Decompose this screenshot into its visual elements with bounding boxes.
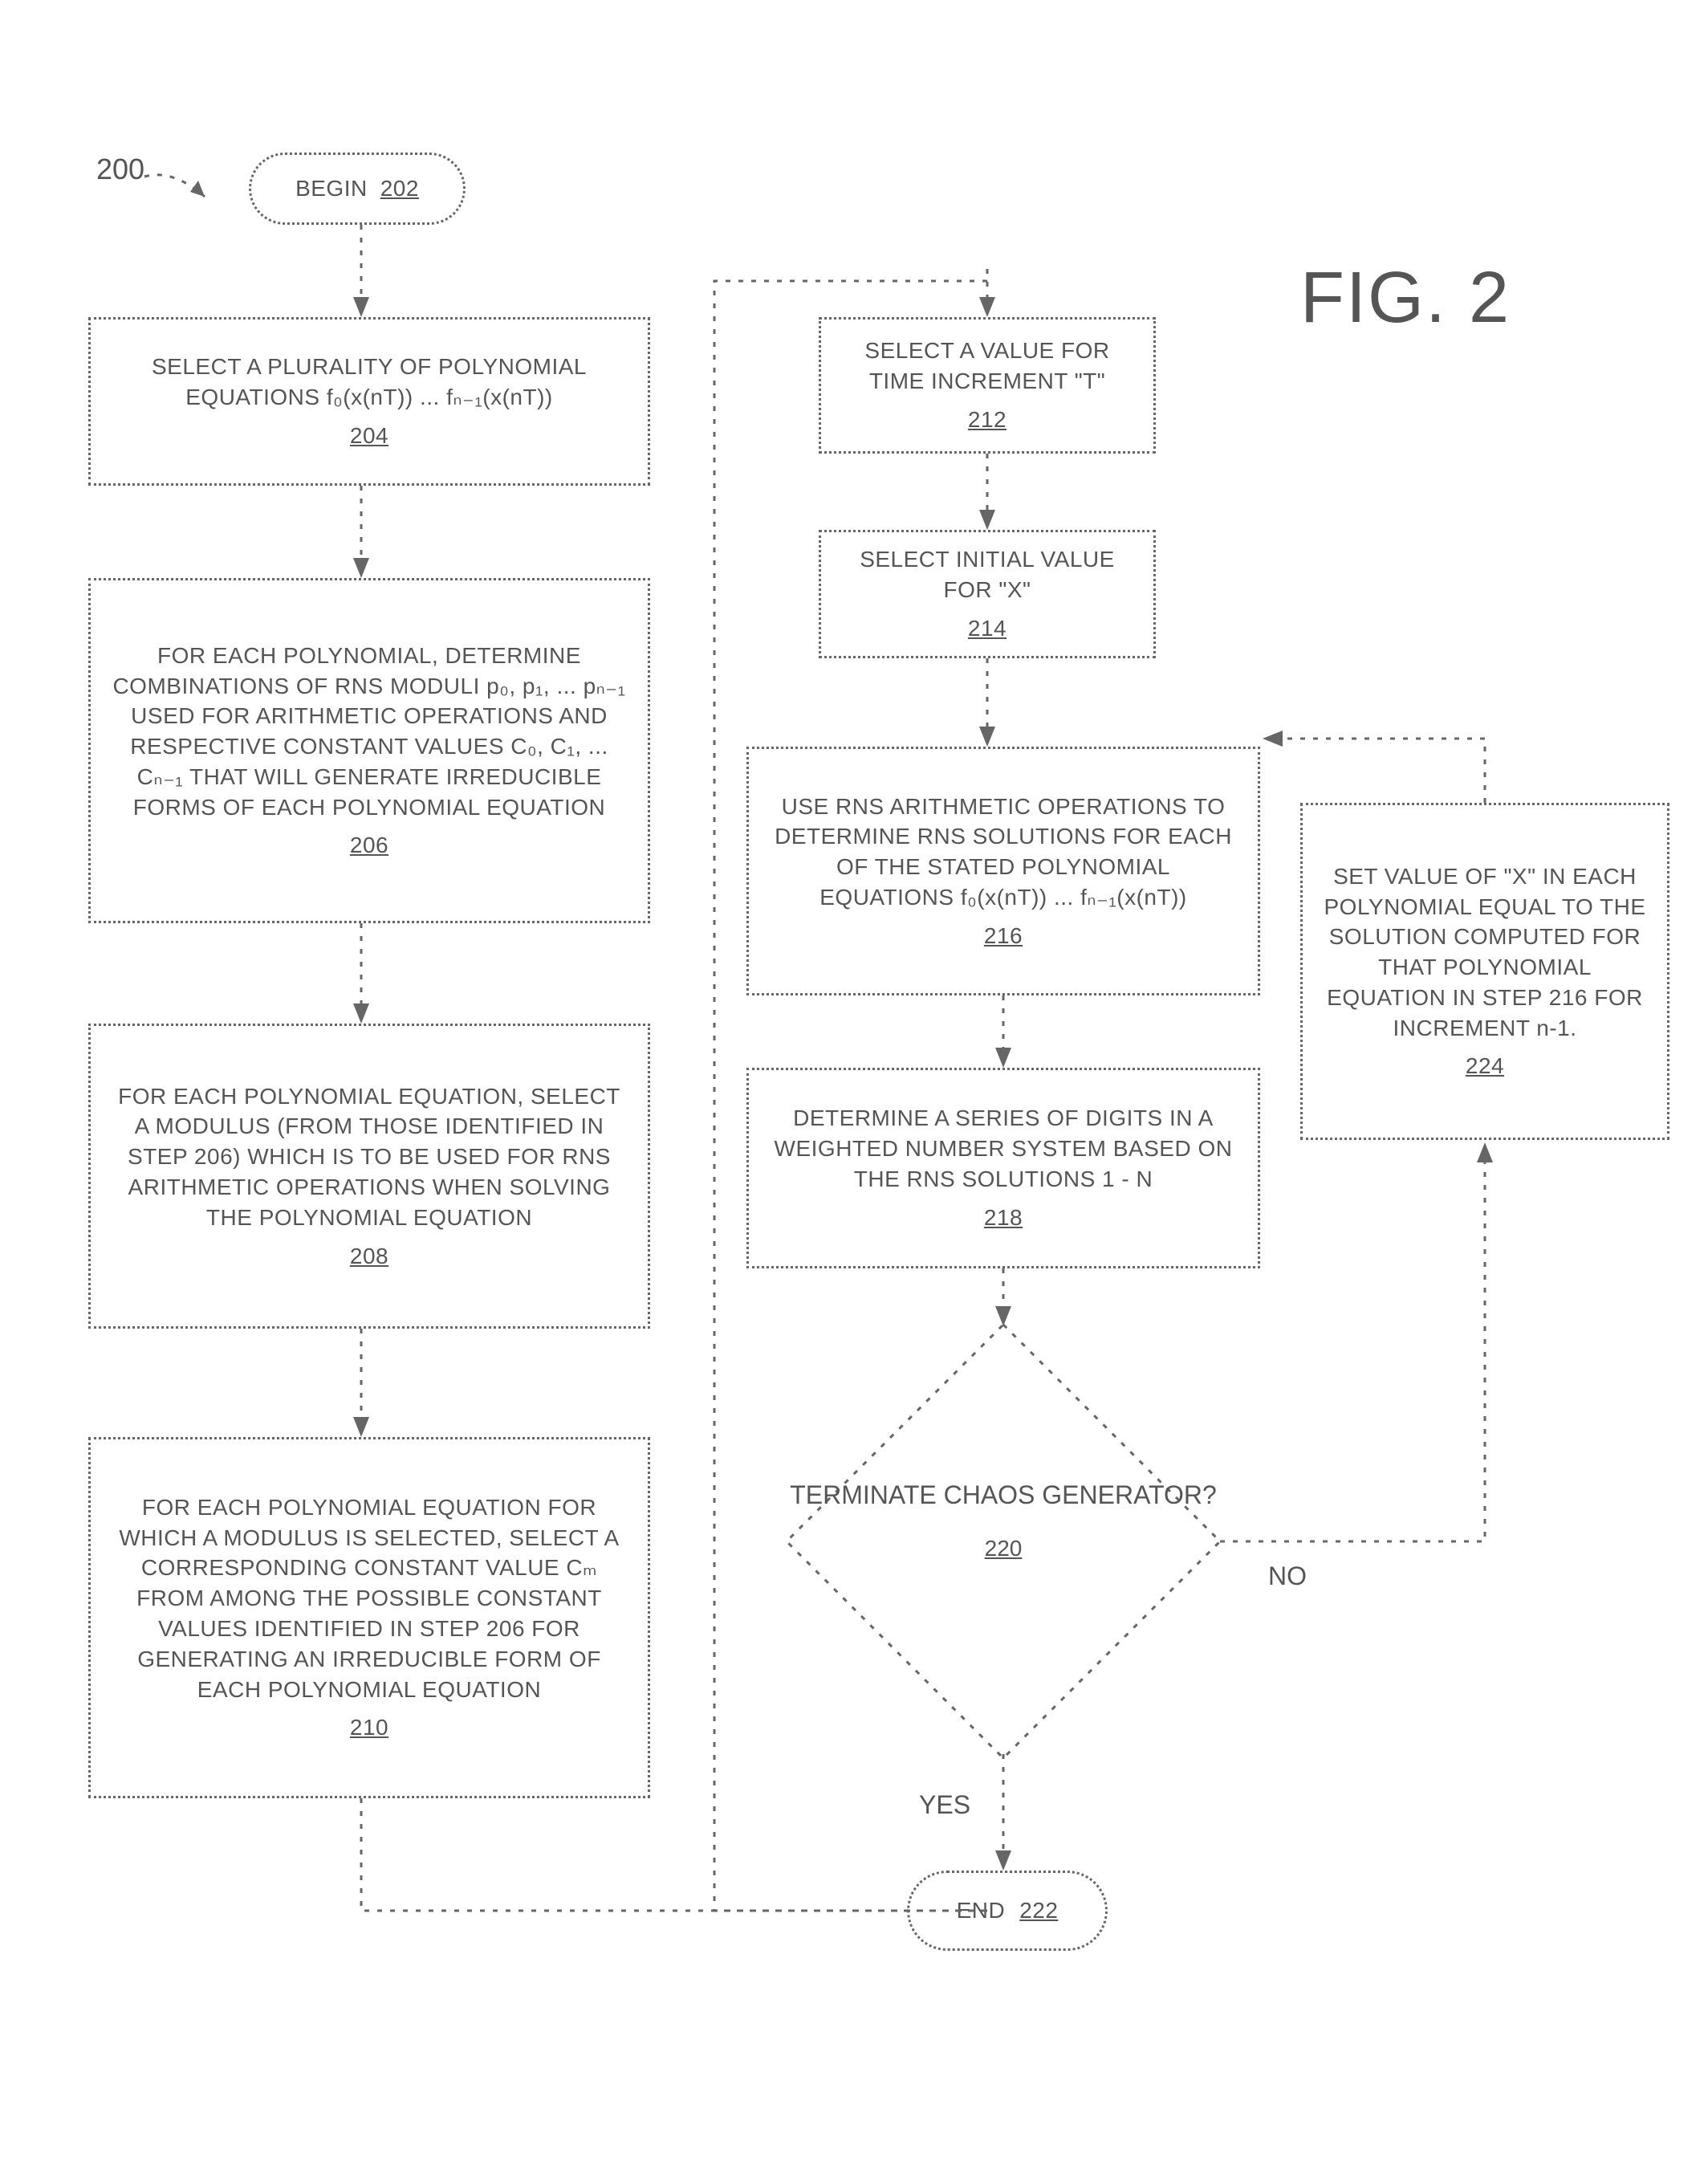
ref-arrow	[140, 165, 237, 229]
branch-no: NO	[1268, 1561, 1307, 1591]
arrow-214-216	[971, 658, 1003, 751]
s204-num: 204	[350, 421, 388, 451]
node-204: SELECT A PLURALITY OF POLYNOMIAL EQUATIO…	[88, 317, 650, 486]
s210-num: 210	[350, 1712, 388, 1743]
s224-text: SET VALUE OF "X" IN EACH POLYNOMIAL EQUA…	[1322, 861, 1648, 1044]
arrow-into-212	[971, 269, 1003, 321]
s206-text: FOR EACH POLYNOMIAL, DETERMINE COMBINATI…	[110, 641, 628, 823]
arrow-212-214	[971, 454, 1003, 534]
s210-text: FOR EACH POLYNOMIAL EQUATION FOR WHICH A…	[110, 1492, 628, 1705]
arrow-210-route-b	[698, 265, 1003, 1919]
arrow-206-208	[345, 923, 377, 1028]
arrow-204-206	[345, 486, 377, 582]
arrow-begin-204	[345, 225, 377, 321]
arrow-220-222	[987, 1754, 1019, 1875]
end-num: 222	[1019, 1895, 1058, 1926]
ref-number-200: 200	[96, 153, 144, 186]
s208-text: FOR EACH POLYNOMIAL EQUATION, SELECT A M…	[110, 1081, 628, 1233]
s204-text: SELECT A PLURALITY OF POLYNOMIAL EQUATIO…	[110, 352, 628, 413]
node-begin: BEGIN 202	[249, 153, 466, 225]
figure-label: FIG. 2	[1300, 257, 1511, 340]
node-210: FOR EACH POLYNOMIAL EQUATION FOR WHICH A…	[88, 1437, 650, 1798]
s224-num: 224	[1466, 1051, 1504, 1081]
begin-num: 202	[380, 173, 419, 204]
arrow-220-224	[1220, 1140, 1509, 1557]
arrow-218-220	[987, 1268, 1019, 1333]
begin-label: BEGIN	[295, 173, 368, 204]
flowchart-canvas: FIG. 2 200 BEGIN 202 SELECT A PLURALITY …	[0, 0, 1708, 2174]
arrow-208-210	[345, 1329, 377, 1441]
node-208: FOR EACH POLYNOMIAL EQUATION, SELECT A M…	[88, 1024, 650, 1329]
s206-num: 206	[350, 830, 388, 861]
s208-num: 208	[350, 1241, 388, 1272]
node-206: FOR EACH POLYNOMIAL, DETERMINE COMBINATI…	[88, 578, 650, 923]
arrow-224-216	[1260, 723, 1501, 819]
arrow-216-218	[987, 995, 1019, 1072]
node-224: SET VALUE OF "X" IN EACH POLYNOMIAL EQUA…	[1300, 803, 1669, 1140]
